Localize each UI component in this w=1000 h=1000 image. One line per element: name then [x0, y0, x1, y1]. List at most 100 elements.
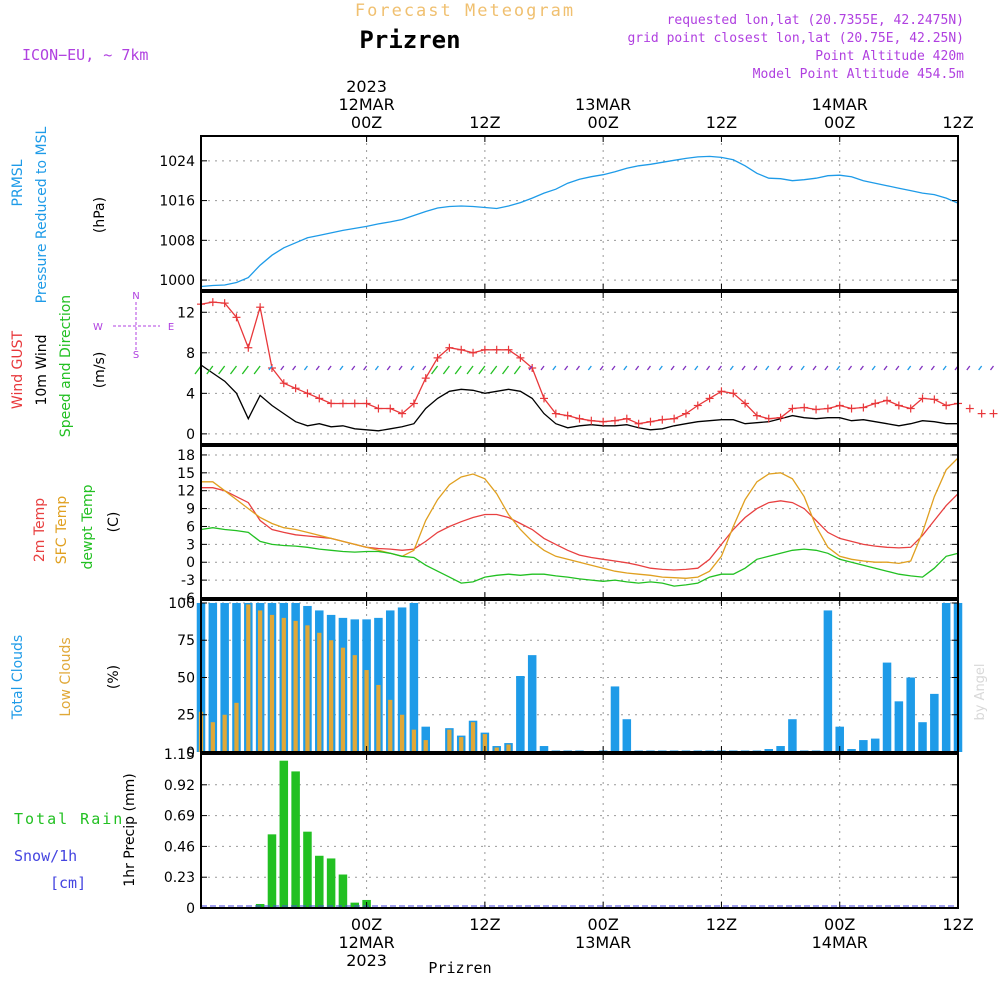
bottom-time-label: 12MAR — [338, 933, 394, 952]
clouds-unit: (%) — [106, 665, 122, 689]
low-cloud-bar — [399, 714, 405, 752]
watermark: by Angel — [973, 663, 988, 720]
wind-arrow — [753, 365, 758, 371]
bottom-time-label: 12Z — [706, 915, 737, 934]
wind-arrow — [422, 365, 427, 371]
rain-bar — [279, 760, 289, 908]
ytick-label-temperature: -3 — [181, 573, 195, 589]
top-time-label: 00Z — [824, 113, 855, 132]
wind-arrow — [575, 365, 581, 371]
ytick-label-temperature: 15 — [177, 466, 195, 482]
top-time-label: 12MAR — [338, 95, 394, 114]
ytick-label-wind: 0 — [186, 427, 195, 443]
wind-arrow — [374, 365, 379, 371]
wind-arrow — [717, 365, 722, 371]
wind-arrow — [729, 365, 734, 371]
total-cloud-bar — [539, 746, 549, 752]
rain-bar — [338, 874, 348, 908]
ytick-label-wind: 4 — [186, 386, 195, 402]
wind-arrow — [386, 365, 391, 371]
total-cloud-bar — [610, 686, 620, 752]
ytick-label-pressure: 1008 — [159, 233, 195, 249]
wind-arrow — [777, 365, 782, 371]
top-time-label: 12Z — [469, 113, 500, 132]
top-time-label: 00Z — [351, 113, 382, 132]
wind-arrow — [327, 365, 332, 371]
compass-rose: N E S W — [93, 291, 174, 361]
temp-2m-title: 2m Temp — [32, 498, 48, 562]
ytick-label-temperature: 18 — [177, 448, 195, 464]
total-cloud-bar — [930, 693, 939, 752]
frame-clouds — [200, 599, 959, 753]
top-time-label: 2023 — [346, 77, 387, 96]
low-cloud-bar — [506, 744, 511, 752]
low-cloud-bar — [317, 632, 322, 752]
rain-bar — [326, 858, 336, 908]
low-cloud-bar — [293, 620, 298, 752]
top-time-label: 12Z — [706, 113, 737, 132]
low-cloud-bar — [328, 640, 334, 752]
wind-arrow — [871, 365, 876, 371]
wind-arrow — [280, 365, 285, 371]
temp-line-1 — [201, 457, 958, 579]
grid-lines — [201, 136, 959, 909]
wind-arrow — [241, 365, 249, 375]
low-cloud-bar — [246, 604, 251, 752]
low-cloud-bar — [305, 625, 310, 752]
temp-unit: (C) — [106, 512, 122, 533]
wind-arrow — [942, 365, 947, 371]
low-cloud-bar — [423, 740, 428, 752]
temp-line-0 — [201, 487, 958, 571]
low-cloud-bar — [340, 647, 346, 752]
bottom-time-label: 14MAR — [812, 933, 868, 952]
clouds-total-title: Total Clouds — [10, 635, 26, 720]
ytick-label-pressure: 1016 — [159, 194, 195, 210]
rain-bar — [350, 902, 360, 908]
wind-arrow — [978, 365, 983, 371]
footer-location: Prizren — [428, 959, 491, 977]
legend-snow-unit: [cm] — [50, 874, 86, 892]
low-cloud-bar — [269, 614, 275, 752]
total-cloud-bar — [847, 749, 856, 752]
rain-bar — [267, 834, 277, 908]
wind-arrow — [741, 365, 746, 371]
pressure-unit: (hPa) — [92, 197, 108, 233]
low-cloud-bar — [281, 617, 286, 752]
low-cloud-bar — [258, 610, 263, 752]
wind-arrow — [268, 365, 273, 371]
total-cloud-bar — [918, 722, 927, 752]
total-cloud-bar — [232, 602, 241, 752]
low-cloud-bar — [222, 714, 227, 752]
total-cloud-bar — [516, 676, 525, 752]
ytick-label-clouds: 100 — [168, 596, 195, 612]
ytick-label-precip: 0 — [186, 901, 195, 917]
wind-10m-title: 10m Wind — [34, 334, 50, 405]
wind-arrow — [670, 365, 675, 371]
bottom-time-label: 00Z — [824, 915, 855, 934]
forecast-label: Forecast Meteogram — [355, 1, 575, 21]
low-cloud-bar — [447, 729, 452, 752]
wind-arrow — [706, 365, 711, 371]
ytick-label-clouds: 75 — [177, 633, 195, 649]
low-cloud-bar — [364, 670, 369, 752]
wind-arrow — [502, 365, 510, 375]
clouds-low-title: Low Clouds — [58, 637, 74, 716]
wind-arrow — [351, 365, 356, 371]
bottom-time-label: 2023 — [346, 951, 387, 970]
ytick-label-pressure: 1024 — [159, 154, 195, 170]
wind-arrow — [466, 365, 474, 375]
low-cloud-bar — [470, 722, 476, 752]
wind-gust-title: Wind GUST — [10, 330, 26, 409]
ytick-label-wind: 8 — [186, 346, 195, 362]
total-cloud-bar — [421, 726, 430, 752]
total-cloud-bar — [870, 738, 880, 752]
wind-arrow — [765, 365, 770, 371]
ytick-label-precip: 0.69 — [164, 809, 195, 825]
wind-arrow — [848, 365, 853, 371]
ytick-label-precip: 0.92 — [164, 778, 195, 794]
data-marks — [194, 155, 998, 908]
ytick-label-clouds: 25 — [177, 708, 195, 724]
point-altitude: Point Altitude 420m — [815, 49, 964, 64]
model-altitude: Model Point Altitude 454.5m — [753, 67, 964, 82]
